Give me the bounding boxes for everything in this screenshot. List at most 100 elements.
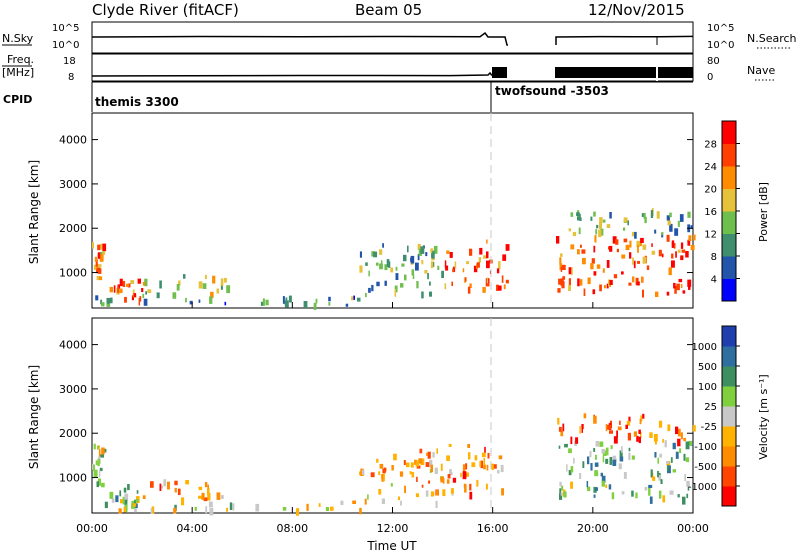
scatter-cell bbox=[557, 288, 561, 293]
scatter-cell bbox=[667, 220, 671, 226]
scatter-cell bbox=[425, 490, 429, 497]
scatter-cell bbox=[627, 432, 631, 441]
power-y-axis: 1000 2000 3000 4000 bbox=[59, 134, 693, 280]
scatter-cell bbox=[486, 260, 490, 269]
scatter-cell bbox=[97, 478, 101, 486]
scatter-cell bbox=[615, 239, 619, 245]
scatter-cell bbox=[404, 485, 406, 494]
scatter-cell bbox=[394, 285, 398, 293]
scatter-cell bbox=[384, 264, 388, 271]
scatter-cell bbox=[649, 496, 653, 504]
scatter-cell bbox=[607, 424, 611, 430]
scatter-cell bbox=[557, 417, 560, 425]
scatter-cell bbox=[637, 244, 639, 253]
scatter-cell bbox=[384, 280, 387, 286]
scatter-cell bbox=[628, 416, 631, 423]
scatter-cell bbox=[669, 212, 672, 218]
scatter-cell bbox=[476, 479, 479, 487]
scatter-cell bbox=[575, 437, 579, 444]
scatter-cell bbox=[560, 266, 563, 272]
scatter-cell bbox=[669, 490, 674, 495]
scatter-cell bbox=[255, 503, 260, 512]
scatter-cell bbox=[616, 248, 619, 253]
scatter-cell bbox=[416, 476, 418, 482]
scatter-cell bbox=[619, 420, 621, 425]
scatter-cell bbox=[173, 507, 177, 514]
scatter-cell bbox=[486, 251, 489, 259]
x-axis-label: Time UT bbox=[366, 539, 417, 553]
nsky-label: N.Sky bbox=[2, 32, 34, 45]
scatter-cell bbox=[593, 415, 597, 424]
scatter-cell bbox=[668, 267, 672, 276]
power-panel: 1000 2000 3000 4000 Slant Range [km] bbox=[27, 112, 696, 310]
scatter-cell bbox=[391, 465, 394, 471]
scatter-cell bbox=[693, 234, 696, 241]
scatter-cell bbox=[99, 467, 103, 472]
beam-title: Beam 05 bbox=[355, 1, 422, 19]
scatter-cell bbox=[340, 500, 344, 505]
scatter-cell bbox=[353, 295, 355, 300]
scatter-cell bbox=[558, 426, 562, 432]
scatter-cell bbox=[606, 224, 611, 228]
freq-label-line2: [MHz] bbox=[2, 66, 34, 79]
scatter-cell bbox=[465, 463, 468, 470]
scatter-cell bbox=[441, 270, 444, 278]
x-tick-label: 08:00 bbox=[276, 522, 308, 535]
velocity-y-label: Slant Range [km] bbox=[27, 365, 41, 469]
scatter-cell bbox=[656, 211, 660, 219]
scatter-cell bbox=[452, 268, 455, 273]
scatter-cell bbox=[161, 485, 163, 489]
scatter-cell bbox=[436, 448, 438, 454]
scatter-cell bbox=[586, 481, 589, 488]
scatter-cell bbox=[427, 273, 429, 280]
scatter-cell bbox=[497, 470, 500, 474]
scatter-cell bbox=[593, 245, 596, 253]
scatter-cell bbox=[306, 503, 309, 511]
scatter-cell bbox=[657, 470, 659, 478]
scatter-cell bbox=[142, 281, 145, 286]
scatter-cell bbox=[587, 277, 591, 285]
scatter-cell bbox=[204, 274, 207, 280]
scatter-cell bbox=[556, 236, 560, 244]
scatter-cell bbox=[677, 249, 681, 253]
scatter-cell bbox=[599, 284, 602, 292]
scatter-cell bbox=[570, 466, 574, 473]
scatter-cell bbox=[198, 281, 203, 289]
power-colorbar-label: Power [dB] bbox=[757, 182, 770, 242]
y-tick-label: 3000 bbox=[59, 178, 87, 191]
scatter-cell bbox=[568, 278, 571, 286]
scatter-cell bbox=[601, 480, 605, 487]
nsearch-tick-bottom: 10^0 bbox=[707, 40, 734, 51]
scatter-cell bbox=[648, 484, 653, 488]
scatter-cell bbox=[570, 481, 573, 489]
scatter-cell bbox=[653, 434, 658, 442]
scatter-cell bbox=[174, 480, 178, 486]
scatter-cell bbox=[680, 432, 683, 440]
scatter-cell bbox=[682, 290, 686, 294]
scatter-cell bbox=[444, 283, 447, 290]
scatter-cell bbox=[400, 283, 404, 288]
scatter-cell bbox=[379, 463, 384, 469]
scatter-cell bbox=[595, 229, 598, 235]
scatter-cell bbox=[609, 430, 613, 434]
scatter-cell bbox=[97, 264, 102, 268]
colorbar-segment bbox=[722, 326, 736, 347]
scatter-cell bbox=[608, 279, 611, 287]
scatter-cell bbox=[626, 420, 631, 426]
scatter-cell bbox=[559, 481, 562, 487]
colorbar-tick-label: -25 bbox=[701, 422, 717, 433]
scatter-cell bbox=[379, 263, 383, 270]
scatter-cell bbox=[419, 448, 423, 454]
colorbar-segment bbox=[722, 466, 736, 487]
scatter-cell bbox=[407, 245, 409, 253]
scatter-cell bbox=[503, 284, 506, 290]
scatter-cell bbox=[666, 461, 670, 465]
scatter-cell bbox=[109, 286, 113, 293]
scatter-cell bbox=[479, 461, 482, 468]
scatter-cell bbox=[640, 237, 644, 243]
scatter-cell bbox=[142, 495, 146, 499]
scatter-cell bbox=[204, 482, 208, 488]
scatter-cell bbox=[687, 484, 690, 491]
scatter-cell bbox=[440, 476, 444, 483]
scatter-cell bbox=[642, 244, 647, 250]
